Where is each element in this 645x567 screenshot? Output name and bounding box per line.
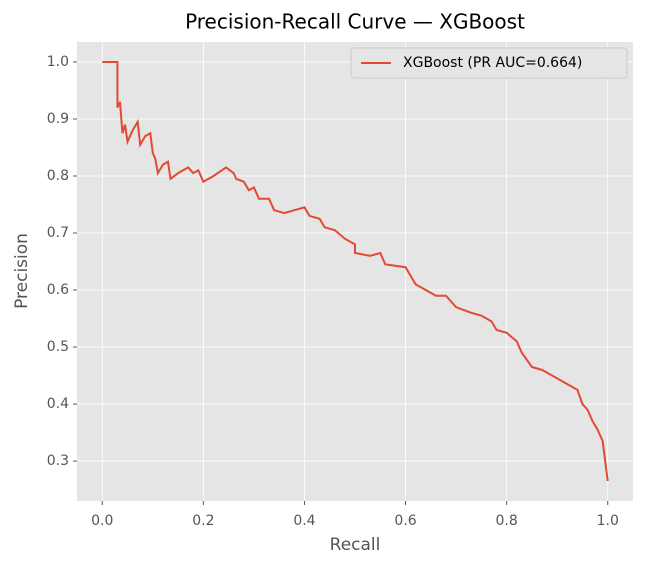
x-tick-label: 0.4: [293, 513, 315, 529]
legend-label: XGBoost (PR AUC=0.664): [403, 55, 582, 71]
y-tick-label: 0.8: [47, 168, 69, 184]
y-tick-label: 0.3: [47, 453, 69, 469]
y-tick-label: 0.9: [47, 111, 69, 127]
plot-area: [77, 42, 633, 501]
pr-curve: [102, 60, 609, 482]
y-axis-label: Precision: [12, 233, 32, 309]
chart-title: Precision-Recall Curve — XGBoost: [185, 10, 525, 34]
x-tick-label: 0.0: [91, 513, 113, 529]
y-tick-label: 0.6: [47, 282, 69, 298]
x-axis-label: Recall: [330, 535, 381, 555]
x-tick-label: 1.0: [597, 513, 619, 529]
x-tick-label: 0.6: [394, 513, 416, 529]
y-tick-label: 0.4: [47, 396, 69, 412]
y-tick-label: 1.0: [47, 54, 69, 70]
legend-box: [350, 47, 628, 79]
y-tick-label: 0.5: [47, 339, 69, 355]
y-tick-label: 0.7: [47, 225, 69, 241]
x-tick-label: 0.2: [192, 513, 214, 529]
x-tick-label: 0.8: [496, 513, 518, 529]
